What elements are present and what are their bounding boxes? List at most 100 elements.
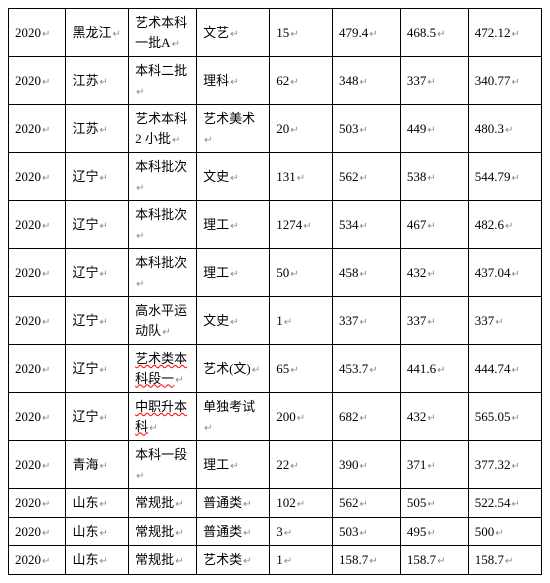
cell-value: 2020 [15,313,41,328]
paragraph-marker-icon: ↵ [99,499,107,510]
cell-value: 常规批 [135,524,174,539]
cell-value: 2020 [15,169,41,184]
table-row: 2020↵黑龙江↵艺术本科一批A↵文艺↵15↵479.4↵468.5↵472.1… [9,9,542,57]
table-cell: 337↵ [400,297,468,345]
cell-value: 482.6 [475,217,504,232]
table-row: 2020↵辽宁↵高水平运动队↵文史↵1↵337↵337↵337↵ [9,297,542,345]
cell-value: 单独考试 [203,399,255,414]
paragraph-marker-icon: ↵ [359,499,367,510]
paragraph-marker-icon: ↵ [42,269,50,280]
cell-value: 本科一段 [135,447,187,462]
paragraph-marker-icon: ↵ [512,413,520,424]
table-cell: 2020↵ [9,249,66,297]
cell-value: 432 [407,265,427,280]
cell-value: 468.5 [407,25,436,40]
table-row: 2020↵辽宁↵艺术类本科段一↵艺术(文)↵65↵453.7↵441.6↵444… [9,345,542,393]
cell-value: 522.54 [475,495,511,510]
table-cell: 437.04↵ [468,249,541,297]
cell-value: 337 [475,313,495,328]
paragraph-marker-icon: ↵ [427,317,435,328]
paragraph-marker-icon: ↵ [495,317,503,328]
cell-value: 131 [276,169,296,184]
cell-value: 理工 [203,457,229,472]
cell-value: 2020 [15,409,41,424]
table-cell: 2020↵ [9,105,66,153]
paragraph-marker-icon: ↵ [99,77,107,88]
paragraph-marker-icon: ↵ [42,499,50,510]
table-cell: 理工↵ [197,441,270,489]
paragraph-marker-icon: ↵ [230,77,238,88]
table-cell: 158.7↵ [468,546,541,575]
paragraph-marker-icon: ↵ [290,365,298,376]
table-cell: 337↵ [332,297,400,345]
cell-value: 辽宁 [72,409,98,424]
paragraph-marker-icon: ↵ [42,29,50,40]
cell-value: 538 [407,169,427,184]
table-cell: 50↵ [270,249,333,297]
paragraph-marker-icon: ↵ [175,528,183,539]
table-row: 2020↵江苏↵艺术本科 2 小批↵艺术美术↵20↵503↵449↵480.3↵ [9,105,542,153]
table-cell: 常规批↵ [129,546,197,575]
cell-value: 山东 [72,524,98,539]
table-cell: 158.7↵ [400,546,468,575]
table-cell: 常规批↵ [129,517,197,546]
paragraph-marker-icon: ↵ [284,528,292,539]
table-cell: 艺术本科 2 小批↵ [129,105,197,153]
cell-value: 2020 [15,217,41,232]
table-cell: 2020↵ [9,546,66,575]
paragraph-marker-icon: ↵ [427,528,435,539]
paragraph-marker-icon: ↵ [290,29,298,40]
paragraph-marker-icon: ↵ [243,499,251,510]
paragraph-marker-icon: ↵ [149,423,157,434]
paragraph-marker-icon: ↵ [175,375,183,386]
cell-value: 200 [276,409,296,424]
table-cell: 479.4↵ [332,9,400,57]
table-row: 2020↵辽宁↵中职升本科↵单独考试↵200↵682↵432↵565.05↵ [9,393,542,441]
paragraph-marker-icon: ↵ [162,327,170,338]
table-cell: 480.3↵ [468,105,541,153]
table-cell: 辽宁↵ [66,153,129,201]
paragraph-marker-icon: ↵ [42,173,50,184]
paragraph-marker-icon: ↵ [369,556,377,567]
paragraph-marker-icon: ↵ [427,499,435,510]
paragraph-marker-icon: ↵ [99,317,107,328]
table-cell: 562↵ [332,489,400,518]
table-cell: 艺术本科一批A↵ [129,9,197,57]
paragraph-marker-icon: ↵ [243,528,251,539]
table-cell: 62↵ [270,57,333,105]
paragraph-marker-icon: ↵ [512,77,520,88]
table-cell: 131↵ [270,153,333,201]
paragraph-marker-icon: ↵ [359,528,367,539]
cell-value: 158.7 [475,552,504,567]
cell-value: 辽宁 [72,313,98,328]
table-cell: 377.32↵ [468,441,541,489]
table-cell: 辽宁↵ [66,249,129,297]
paragraph-marker-icon: ↵ [303,221,311,232]
table-cell: 文史↵ [197,153,270,201]
paragraph-marker-icon: ↵ [505,221,513,232]
paragraph-marker-icon: ↵ [512,269,520,280]
cell-value: 青海 [72,457,98,472]
cell-value: 505 [407,495,427,510]
table-cell: 534↵ [332,201,400,249]
table-cell: 2020↵ [9,57,66,105]
paragraph-marker-icon: ↵ [437,556,445,567]
cell-value: 480.3 [475,121,504,136]
cell-value: 2020 [15,121,41,136]
table-cell: 理工↵ [197,249,270,297]
cell-value: 337 [339,313,359,328]
cell-value: 337 [407,73,427,88]
cell-value: 562 [339,495,359,510]
cell-value: 江苏 [72,73,98,88]
table-cell: 普通类↵ [197,517,270,546]
table-cell: 495↵ [400,517,468,546]
paragraph-marker-icon: ↵ [230,317,238,328]
table-cell: 2020↵ [9,153,66,201]
paragraph-marker-icon: ↵ [297,499,305,510]
table-cell: 高水平运动队↵ [129,297,197,345]
cell-value: 534 [339,217,359,232]
table-cell: 文史↵ [197,297,270,345]
table-cell: 普通类↵ [197,489,270,518]
table-cell: 522.54↵ [468,489,541,518]
cell-value: 江苏 [72,121,98,136]
